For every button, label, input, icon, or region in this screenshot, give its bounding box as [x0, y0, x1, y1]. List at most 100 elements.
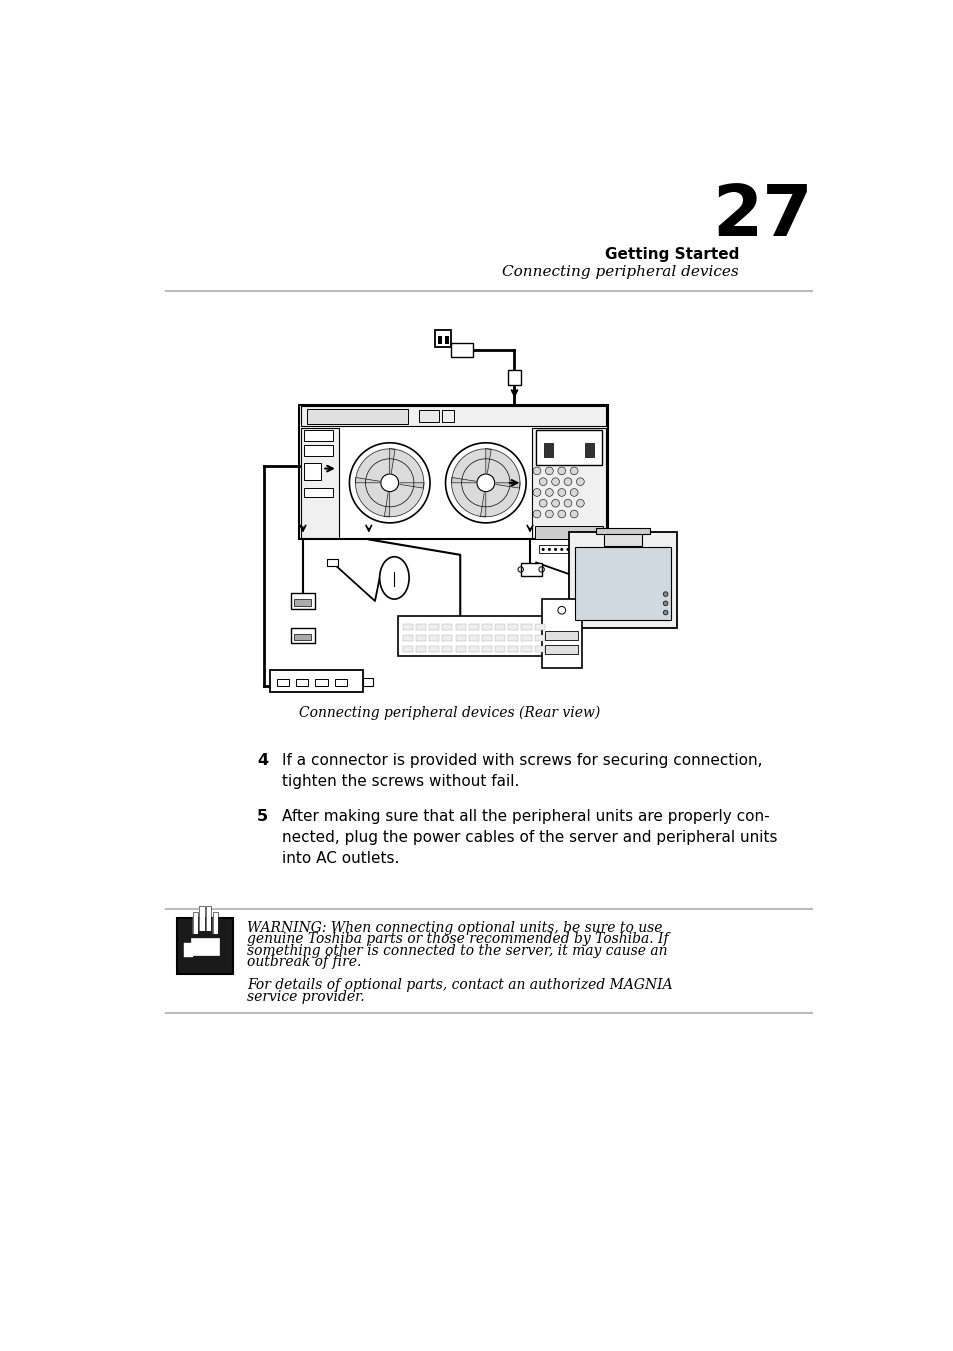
Bar: [298, 405, 607, 539]
Bar: [206, 907, 212, 931]
Bar: [508, 646, 517, 651]
Bar: [456, 624, 465, 631]
Circle shape: [559, 549, 562, 551]
Bar: [295, 678, 308, 686]
Circle shape: [538, 500, 546, 507]
Bar: [429, 646, 439, 651]
Bar: [199, 907, 204, 931]
Circle shape: [563, 500, 571, 507]
Bar: [481, 635, 492, 642]
Bar: [444, 336, 448, 345]
Circle shape: [445, 443, 525, 523]
Text: Getting Started: Getting Started: [604, 247, 739, 262]
Circle shape: [662, 611, 667, 615]
Bar: [307, 408, 407, 424]
Bar: [520, 562, 542, 577]
Circle shape: [558, 511, 565, 517]
Bar: [291, 593, 314, 609]
Bar: [193, 912, 198, 934]
Circle shape: [545, 467, 553, 474]
Bar: [545, 644, 578, 654]
Bar: [543, 443, 553, 457]
Circle shape: [558, 467, 565, 474]
Bar: [442, 624, 452, 631]
Bar: [456, 635, 465, 642]
Bar: [300, 428, 339, 538]
Polygon shape: [390, 449, 423, 488]
Bar: [397, 616, 553, 657]
Bar: [521, 646, 531, 651]
Circle shape: [563, 478, 571, 485]
Circle shape: [533, 467, 540, 474]
Circle shape: [554, 549, 557, 551]
Bar: [584, 443, 594, 457]
Circle shape: [662, 601, 667, 605]
Polygon shape: [480, 482, 519, 517]
Bar: [213, 912, 218, 934]
Bar: [177, 919, 233, 974]
Bar: [276, 678, 289, 686]
Bar: [534, 635, 544, 642]
Text: something other is connected to the server, it may cause an: something other is connected to the serv…: [247, 943, 667, 958]
Ellipse shape: [379, 557, 409, 598]
Bar: [534, 646, 544, 651]
Bar: [495, 624, 505, 631]
Bar: [435, 330, 451, 347]
Bar: [456, 646, 465, 651]
Bar: [442, 411, 454, 423]
Text: service provider.: service provider.: [247, 990, 364, 1004]
Circle shape: [476, 474, 495, 492]
Bar: [545, 631, 578, 640]
Bar: [534, 624, 544, 631]
Bar: [416, 635, 426, 642]
Bar: [303, 488, 333, 497]
Circle shape: [576, 500, 583, 507]
Text: If a connector is provided with screws for securing connection,
tighten the scre: If a connector is provided with screws f…: [282, 754, 761, 789]
Circle shape: [545, 489, 553, 496]
Text: 5: 5: [257, 809, 268, 824]
Bar: [335, 678, 347, 686]
Text: After making sure that all the peripheral units are properly con-
nected, plug t: After making sure that all the periphera…: [282, 809, 777, 866]
Bar: [442, 635, 452, 642]
Bar: [199, 907, 204, 931]
Circle shape: [349, 443, 430, 523]
Text: Connecting peripheral devices: Connecting peripheral devices: [502, 265, 739, 280]
Bar: [481, 646, 492, 651]
Bar: [541, 598, 581, 667]
Bar: [535, 527, 602, 539]
Circle shape: [551, 478, 558, 485]
Bar: [183, 943, 193, 957]
Bar: [294, 600, 311, 605]
Circle shape: [662, 592, 667, 596]
Bar: [416, 624, 426, 631]
Bar: [437, 336, 441, 345]
Bar: [575, 547, 670, 620]
Bar: [402, 635, 413, 642]
Circle shape: [570, 489, 578, 496]
Bar: [294, 634, 311, 640]
Bar: [402, 646, 413, 651]
Bar: [508, 370, 520, 385]
Bar: [213, 912, 218, 934]
Bar: [206, 907, 212, 931]
Bar: [508, 635, 517, 642]
Bar: [568, 532, 677, 628]
Circle shape: [533, 489, 540, 496]
Bar: [538, 544, 598, 554]
Text: WARNING: When connecting optional units, be sure to use: WARNING: When connecting optional units,…: [247, 920, 662, 935]
Bar: [468, 646, 478, 651]
Circle shape: [558, 489, 565, 496]
Bar: [416, 646, 426, 651]
Text: For details of optional parts, contact an authorized MAGNIA: For details of optional parts, contact a…: [247, 978, 672, 993]
Polygon shape: [384, 482, 423, 517]
Bar: [495, 646, 505, 651]
Bar: [521, 624, 531, 631]
Bar: [508, 624, 517, 631]
Bar: [315, 678, 328, 686]
Bar: [603, 532, 641, 546]
Bar: [192, 939, 219, 955]
Bar: [536, 430, 601, 465]
Circle shape: [576, 478, 583, 485]
Bar: [429, 624, 439, 631]
Bar: [451, 343, 472, 357]
